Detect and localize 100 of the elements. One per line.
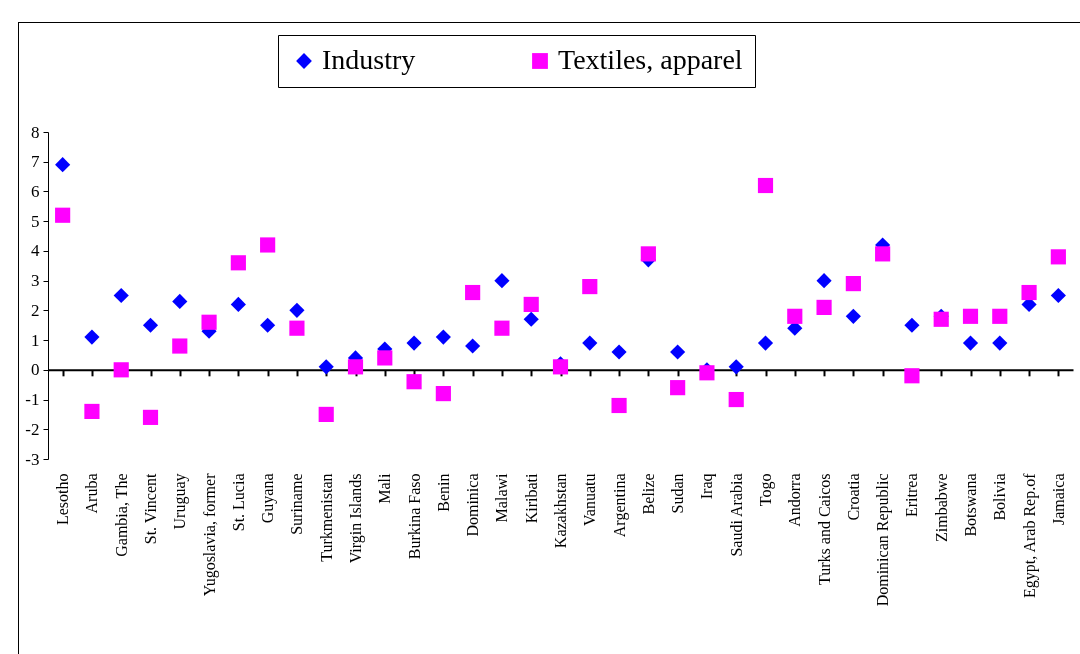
x-tick-label: Saudi Arabia [727,473,745,557]
x-tick-label: St. Lucia [229,473,247,532]
point [816,299,832,315]
point [523,296,539,312]
x-tick-label: Zimbabwe [932,473,950,542]
point [992,335,1008,351]
point [260,317,276,333]
point [435,386,451,402]
point [230,255,246,271]
point [260,237,276,253]
point [728,359,744,375]
point [377,350,393,366]
y-tick-label: -1 [25,390,40,410]
x-tick-label: Guyana [259,473,278,524]
point [55,207,71,223]
point [435,329,451,345]
point [904,368,920,384]
point [611,344,627,360]
x-tick-label: Lesotho [54,473,72,526]
y-tick-label: 0 [31,360,40,380]
x-tick-label: Turks and Caicos [815,473,833,585]
x-tick-label: Botswana [962,473,979,537]
point [787,308,803,324]
point [845,308,861,324]
point [962,308,979,324]
point [670,344,686,360]
x-tick-label: Dominican Republic [874,473,893,607]
x-tick-label: Yugoslavia, former [200,472,219,597]
point [230,296,246,312]
legend-label: Industry [322,44,416,75]
point [172,293,188,310]
point [318,406,334,422]
point [142,317,159,333]
point [640,246,656,262]
point [728,391,744,408]
point [962,335,979,351]
x-tick-label: Jamaica [1049,473,1067,526]
x-tick-label: Kiribati [522,472,540,524]
x-tick-label: Sudan [669,473,687,514]
y-tick-label: 2 [31,300,40,320]
y-tick-label: -2 [25,419,40,439]
x-tick-label: Andorra [786,473,804,527]
point [845,276,861,292]
y-tick-label: 1 [31,330,40,350]
x-tick-label: Gambia, The [112,473,130,557]
y-tick-label: 6 [31,181,40,201]
point [816,273,832,289]
point [289,302,305,318]
x-tick-label: Turkmenistan [317,473,335,562]
point [1021,284,1037,301]
point [1050,287,1066,304]
point [757,335,774,351]
point [84,403,100,420]
x-tick-label: Virgin Islands [347,473,365,564]
x-tick-label: St. Vincent [142,472,159,545]
x-tick-label: Eritrea [903,473,921,518]
point [611,397,627,414]
x-tick-label: Egypt, Arab Rep.of [1020,472,1039,598]
point [465,338,481,354]
x-tick-label: Belize [639,473,657,515]
point [84,329,100,345]
point [201,314,217,330]
x-tick-label: Vanuatu [581,473,599,526]
x-tick-label: Bolivia [991,473,1009,521]
y-tick-label: 8 [31,122,40,142]
point [142,409,159,425]
point [494,320,510,336]
x-tick-label: Malawi [493,472,511,523]
x-tick-label: Aruba [83,473,101,514]
point [582,335,598,351]
x-tick-label: Iraq [698,473,717,500]
point [904,317,920,333]
y-tick-label: 5 [31,211,40,231]
point [523,311,539,327]
point [875,246,891,262]
y-tick-label: 7 [31,152,40,172]
point [318,359,334,375]
x-tick-label: Uruguay [171,473,190,530]
x-tick-label: Kazakhstan [552,473,569,549]
point [289,320,305,336]
x-tick-label: Suriname [288,473,306,535]
point [992,308,1008,324]
point [172,338,188,354]
point [406,374,422,390]
x-tick-label: Burkina Faso [405,473,423,560]
point [582,279,598,295]
x-tick-label: Croatia [844,473,862,521]
point [347,359,364,375]
point [494,273,510,289]
y-tick-label: -3 [25,449,40,469]
y-tick-label: 3 [31,271,40,291]
x-tick-label: Mali [376,472,394,504]
point [55,157,71,173]
point [670,380,686,396]
legend-label: Textiles, apparel [558,44,743,75]
x-tick-label: Benin [434,473,452,512]
point [406,335,422,351]
point [757,177,774,194]
x-tick-label: Argentina [610,473,629,538]
x-tick-label: Togo [757,473,775,507]
